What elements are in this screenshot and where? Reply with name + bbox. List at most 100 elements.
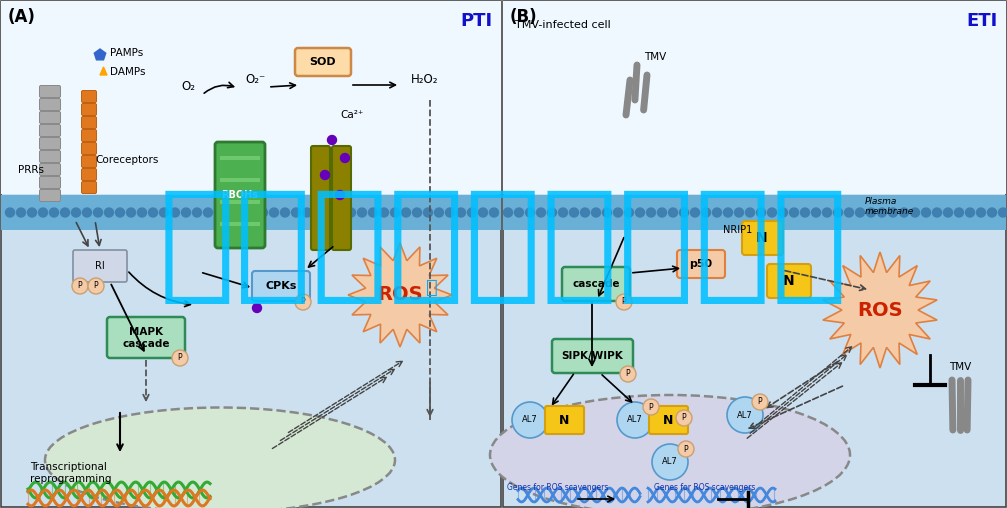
Text: Coreceptors: Coreceptors: [95, 155, 158, 165]
FancyBboxPatch shape: [39, 99, 60, 111]
Circle shape: [680, 208, 689, 217]
Text: DAMPs: DAMPs: [110, 67, 145, 77]
Circle shape: [402, 208, 411, 217]
Circle shape: [335, 190, 344, 200]
Text: P: P: [649, 402, 654, 411]
FancyBboxPatch shape: [82, 116, 97, 129]
Circle shape: [727, 397, 763, 433]
Ellipse shape: [490, 395, 850, 508]
Polygon shape: [95, 49, 106, 60]
FancyBboxPatch shape: [39, 138, 60, 149]
Circle shape: [181, 208, 190, 217]
Text: P: P: [177, 354, 182, 363]
Text: Ca²⁺: Ca²⁺: [340, 110, 364, 120]
Circle shape: [537, 208, 546, 217]
Circle shape: [921, 208, 930, 217]
Text: P: P: [301, 298, 305, 306]
FancyBboxPatch shape: [39, 111, 60, 123]
Circle shape: [635, 208, 644, 217]
Circle shape: [669, 208, 678, 217]
Circle shape: [302, 208, 311, 217]
FancyBboxPatch shape: [215, 142, 265, 248]
Text: P: P: [625, 369, 630, 378]
FancyBboxPatch shape: [82, 155, 97, 168]
Circle shape: [977, 208, 986, 217]
Circle shape: [723, 208, 732, 217]
Circle shape: [845, 208, 854, 217]
Circle shape: [801, 208, 810, 217]
Circle shape: [346, 208, 355, 217]
Circle shape: [548, 208, 557, 217]
Circle shape: [16, 208, 25, 217]
Circle shape: [105, 208, 114, 217]
Circle shape: [526, 208, 535, 217]
Text: ROS: ROS: [857, 301, 903, 320]
Circle shape: [789, 208, 799, 217]
Text: P: P: [78, 281, 83, 291]
Circle shape: [116, 208, 125, 217]
Text: P: P: [621, 298, 626, 306]
Circle shape: [369, 208, 378, 217]
Circle shape: [270, 208, 279, 217]
Circle shape: [778, 208, 787, 217]
Text: Plasma
membrane: Plasma membrane: [865, 197, 914, 216]
Polygon shape: [348, 243, 452, 347]
Text: H₂O₂: H₂O₂: [411, 73, 439, 86]
FancyBboxPatch shape: [649, 406, 688, 434]
FancyBboxPatch shape: [82, 90, 97, 103]
Circle shape: [489, 208, 498, 217]
Circle shape: [313, 208, 322, 217]
Circle shape: [226, 208, 235, 217]
Circle shape: [944, 208, 953, 217]
Text: P: P: [684, 444, 689, 454]
Circle shape: [237, 208, 246, 217]
Text: PAMPs: PAMPs: [110, 48, 143, 58]
Circle shape: [380, 208, 389, 217]
FancyBboxPatch shape: [1, 1, 501, 194]
FancyBboxPatch shape: [39, 124, 60, 137]
FancyBboxPatch shape: [39, 164, 60, 175]
FancyBboxPatch shape: [220, 200, 260, 204]
Circle shape: [248, 208, 257, 217]
Circle shape: [580, 208, 589, 217]
Circle shape: [327, 136, 336, 144]
Circle shape: [159, 208, 168, 217]
Circle shape: [866, 208, 875, 217]
Circle shape: [620, 366, 636, 382]
Polygon shape: [823, 252, 938, 368]
Circle shape: [295, 294, 311, 310]
FancyBboxPatch shape: [252, 271, 310, 301]
Polygon shape: [100, 67, 107, 75]
Circle shape: [676, 410, 692, 426]
Ellipse shape: [45, 407, 395, 508]
Circle shape: [83, 208, 92, 217]
Text: TMV-infected cell: TMV-infected cell: [515, 20, 611, 30]
Circle shape: [702, 208, 711, 217]
Circle shape: [335, 208, 344, 217]
Circle shape: [478, 208, 487, 217]
Text: 宋朝政治制度与变革: 宋朝政治制度与变革: [158, 182, 848, 307]
Circle shape: [899, 208, 908, 217]
Circle shape: [170, 208, 179, 217]
Text: PTI: PTI: [460, 12, 492, 30]
Circle shape: [445, 208, 454, 217]
Text: (B): (B): [510, 8, 538, 26]
FancyBboxPatch shape: [504, 1, 1006, 507]
Text: p50: p50: [690, 259, 713, 269]
Text: SOD: SOD: [310, 57, 336, 67]
Text: N: N: [559, 414, 569, 427]
Text: RBOHs: RBOHs: [222, 190, 259, 200]
Circle shape: [434, 208, 443, 217]
Circle shape: [94, 208, 103, 217]
FancyBboxPatch shape: [39, 85, 60, 98]
Circle shape: [752, 394, 768, 410]
Circle shape: [203, 208, 212, 217]
FancyBboxPatch shape: [552, 339, 633, 373]
FancyBboxPatch shape: [39, 150, 60, 163]
Circle shape: [823, 208, 832, 217]
FancyBboxPatch shape: [82, 181, 97, 194]
Text: RI: RI: [95, 261, 105, 271]
Circle shape: [591, 208, 600, 217]
Circle shape: [340, 153, 349, 163]
Circle shape: [324, 208, 333, 217]
